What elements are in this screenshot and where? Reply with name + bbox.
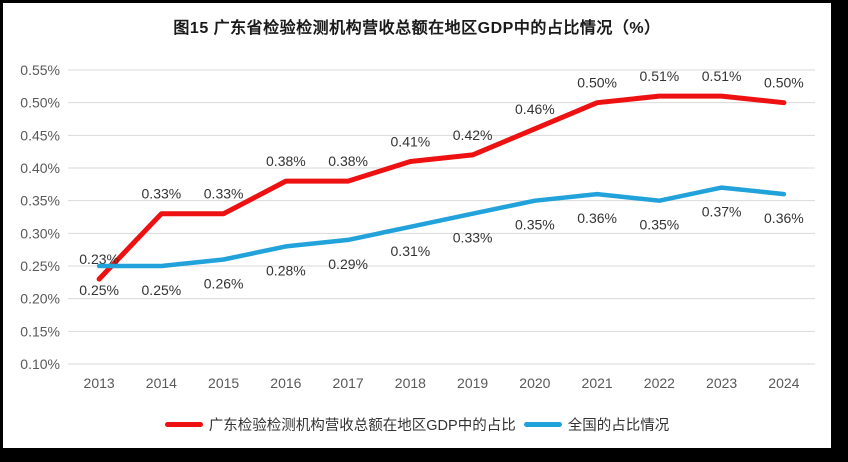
x-tick-label: 2017 [333,375,364,391]
chart-title: 图15 广东省检验检测机构营收总额在地区GDP中的占比情况（%） [173,20,661,37]
data-label-0: 0.42% [453,127,493,143]
chart-legend: 广东检验检测机构营收总额在地区GDP中的占比 全国的占比情况 [3,413,831,435]
data-label-1: 0.29% [328,256,368,272]
legend-label-national: 全国的占比情况 [567,417,670,434]
series-line-1 [96,185,787,269]
y-tick-label: 0.35% [20,193,60,209]
data-label-0: 0.41% [391,133,431,149]
data-label-0: 0.51% [702,68,742,84]
y-tick-label: 0.50% [20,95,60,111]
legend-item-national: 全国的占比情况 [523,414,670,435]
data-label-0: 0.50% [764,75,804,91]
data-label-0: 0.51% [640,68,680,84]
data-label-1: 0.25% [142,282,182,298]
y-tick-label: 0.45% [20,127,60,143]
legend-label-guangdong: 广东检验检测机构营收总额在地区GDP中的占比 [208,417,516,434]
red-line-swatch-icon [164,421,203,427]
x-tick-label: 2024 [768,375,799,391]
data-label-1: 0.37% [702,204,742,220]
x-tick-label: 2020 [519,375,550,391]
y-tick-label: 0.40% [20,160,60,176]
data-label-1: 0.35% [640,217,680,233]
x-tick-label: 2016 [270,375,301,391]
data-label-1: 0.36% [577,210,617,226]
data-label-0: 0.23% [79,251,119,267]
data-label-0: 0.38% [266,153,306,169]
data-label-0: 0.33% [204,186,244,202]
y-tick-label: 0.55% [20,62,60,78]
data-label-0: 0.33% [142,186,182,202]
y-tick-label: 0.15% [20,323,60,339]
data-label-1: 0.33% [453,230,493,246]
data-label-1: 0.28% [266,262,306,278]
data-label-0: 0.50% [577,75,617,91]
data-label-1: 0.35% [515,217,555,233]
data-label-1: 0.36% [764,210,804,226]
x-tick-label: 2022 [644,375,675,391]
chart-canvas: 图15 广东省检验检测机构营收总额在地区GDP中的占比情况（%） 0.55% 0.… [3,3,831,448]
series-line-0 [96,93,787,282]
x-tick-label: 2013 [84,375,115,391]
data-label-1: 0.25% [79,282,119,298]
y-tick-label: 0.20% [20,291,60,307]
y-tick-label: 0.30% [20,225,60,241]
chart-svg: 0.55% 0.50% 0.45% 0.40% 0.35% 0.30% 0.25% 0.20%… [20,62,815,391]
legend-item-guangdong: 广东检验检测机构营收总额在地区GDP中的占比 [164,414,516,435]
x-tick-label: 2014 [146,375,177,391]
y-tick-label: 0.10% [20,356,60,372]
y-tick-label: 0.25% [20,258,60,274]
x-tick-label: 2015 [208,375,239,391]
blue-line-swatch-icon [523,421,562,427]
x-tick-label: 2019 [457,375,488,391]
data-label-0: 0.46% [515,101,555,117]
x-tick-label: 2018 [395,375,426,391]
data-label-1: 0.26% [204,275,244,291]
data-label-0: 0.38% [328,153,368,169]
x-tick-label: 2023 [706,375,737,391]
x-tick-label: 2021 [582,375,613,391]
data-label-1: 0.31% [391,243,431,259]
